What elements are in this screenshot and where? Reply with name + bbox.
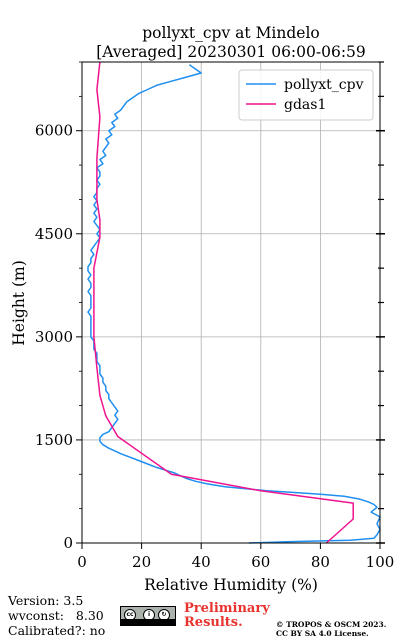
preliminary-line2: Results. <box>184 615 243 630</box>
x-axis-label: Relative Humidity (%) <box>144 576 318 594</box>
chart-title-line1: pollyxt_cpv at Mindelo <box>142 24 320 42</box>
x-tick-label: 100 <box>366 553 395 571</box>
legend-box <box>238 69 374 121</box>
copyright-line2: CC BY SA 4.0 License. <box>276 629 369 638</box>
y-tick-label: 0 <box>63 534 73 552</box>
cc-logo-band <box>121 619 175 625</box>
x-tick-label: 20 <box>132 553 151 571</box>
copyright-notice: © TROPOS & OSCM 2023. CC BY SA 4.0 Licen… <box>276 620 386 638</box>
series-line-gdas1 <box>93 61 354 544</box>
x-tick-label: 80 <box>311 553 330 571</box>
series-line-pollyxt-cpv <box>87 64 381 544</box>
cc-icon: cc <box>124 609 136 621</box>
legend: pollyxt_cpv gdas1 <box>238 69 374 121</box>
x-tick-label: 0 <box>77 553 87 571</box>
y-tick-label: 3000 <box>35 328 73 346</box>
y-axis-label: Height (m) <box>10 260 28 346</box>
y-tick-label: 1500 <box>35 431 73 449</box>
axis-ticks: 0 20 40 60 80 100 0 1500 3000 4500 6000 <box>35 61 395 571</box>
x-tick-label: 60 <box>251 553 270 571</box>
rh-profile-chart: 0 20 40 60 80 100 0 1500 3000 4500 6000 pollyxt_cp… <box>10 24 395 594</box>
legend-label-pollyxt: pollyxt_cpv <box>284 77 364 93</box>
sa-icon: ↻ <box>158 609 170 621</box>
plot-area <box>81 61 381 544</box>
cc-by-sa-logo: cc i ↻ <box>120 606 176 626</box>
version-text: Version: 3.5 <box>8 593 84 608</box>
x-tick-label: 40 <box>192 553 211 571</box>
chart-title-line2: [Averaged] 20230301 06:00-06:59 <box>96 43 366 61</box>
legend-label-gdas1: gdas1 <box>284 97 326 113</box>
y-tick-label: 4500 <box>35 225 73 243</box>
calibrated-text: Calibrated?: no <box>8 623 106 638</box>
series-layer <box>87 61 381 544</box>
preliminary-line1: Preliminary <box>184 601 270 616</box>
preliminary-notice: Preliminary Results. <box>184 602 270 630</box>
wvconst-text: wvconst: 8.30 <box>8 608 104 623</box>
y-tick-label: 6000 <box>35 122 73 140</box>
copyright-line1: © TROPOS & OSCM 2023. <box>276 620 387 629</box>
